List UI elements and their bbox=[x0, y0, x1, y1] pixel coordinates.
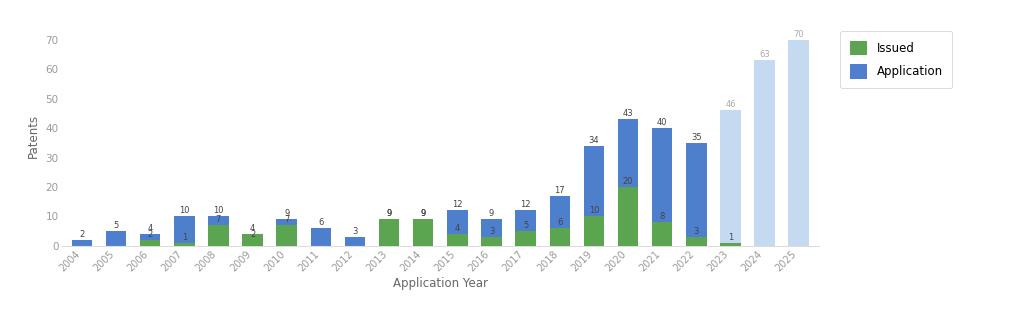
Text: 4: 4 bbox=[250, 224, 255, 233]
Text: 3: 3 bbox=[693, 227, 699, 236]
Bar bbox=[174, 216, 195, 246]
Bar bbox=[481, 219, 502, 246]
Legend: Issued, Application: Issued, Application bbox=[841, 31, 952, 88]
Text: 70: 70 bbox=[794, 30, 804, 39]
Bar bbox=[720, 243, 740, 246]
Bar bbox=[550, 228, 570, 246]
Text: 5: 5 bbox=[523, 221, 528, 230]
Text: 1: 1 bbox=[728, 232, 733, 242]
Bar bbox=[686, 143, 707, 246]
Text: 9: 9 bbox=[386, 209, 392, 218]
Text: 2: 2 bbox=[147, 230, 153, 239]
Bar bbox=[413, 219, 433, 246]
Bar bbox=[208, 225, 228, 246]
X-axis label: Application Year: Application Year bbox=[393, 277, 487, 290]
Bar bbox=[413, 219, 433, 246]
Text: 10: 10 bbox=[179, 206, 189, 215]
Bar bbox=[72, 240, 92, 246]
Bar bbox=[515, 210, 536, 246]
Bar bbox=[686, 237, 707, 246]
Text: 7: 7 bbox=[216, 215, 221, 224]
Text: 9: 9 bbox=[488, 209, 495, 218]
Bar bbox=[755, 60, 775, 246]
Bar bbox=[276, 219, 297, 246]
Bar bbox=[617, 119, 638, 246]
Bar bbox=[788, 40, 809, 246]
Bar bbox=[652, 128, 673, 246]
Text: 43: 43 bbox=[623, 109, 634, 118]
Text: 4: 4 bbox=[455, 224, 460, 233]
Bar bbox=[345, 237, 366, 246]
Bar bbox=[174, 243, 195, 246]
Text: 17: 17 bbox=[554, 186, 565, 195]
Text: 5: 5 bbox=[114, 221, 119, 230]
Text: 8: 8 bbox=[659, 212, 665, 221]
Bar bbox=[481, 237, 502, 246]
Text: 12: 12 bbox=[520, 200, 530, 209]
Text: 35: 35 bbox=[691, 133, 701, 142]
Bar bbox=[105, 231, 126, 246]
Text: 34: 34 bbox=[589, 135, 599, 145]
Bar bbox=[515, 231, 536, 246]
Bar bbox=[720, 111, 740, 246]
Text: 9: 9 bbox=[421, 209, 426, 218]
Text: 4: 4 bbox=[147, 224, 153, 233]
Bar bbox=[243, 234, 263, 246]
Bar bbox=[447, 210, 468, 246]
Bar bbox=[243, 240, 263, 246]
Bar bbox=[208, 216, 228, 246]
Text: 46: 46 bbox=[725, 100, 736, 109]
Text: 7: 7 bbox=[284, 215, 290, 224]
Bar bbox=[379, 219, 399, 246]
Text: 40: 40 bbox=[657, 118, 668, 127]
Bar bbox=[310, 228, 331, 246]
Text: 10: 10 bbox=[213, 206, 223, 215]
Text: 10: 10 bbox=[589, 206, 599, 215]
Text: 9: 9 bbox=[284, 209, 290, 218]
Text: 20: 20 bbox=[623, 177, 633, 186]
Text: 1: 1 bbox=[181, 232, 187, 242]
Text: 63: 63 bbox=[759, 50, 770, 59]
Text: 6: 6 bbox=[318, 218, 324, 227]
Y-axis label: Patents: Patents bbox=[27, 113, 40, 158]
Text: 2: 2 bbox=[250, 230, 255, 239]
Text: 3: 3 bbox=[488, 227, 495, 236]
Bar bbox=[140, 240, 161, 246]
Bar bbox=[584, 146, 604, 246]
Text: 9: 9 bbox=[421, 209, 426, 218]
Text: 2: 2 bbox=[79, 230, 85, 239]
Bar bbox=[617, 187, 638, 246]
Text: 12: 12 bbox=[453, 200, 463, 209]
Bar bbox=[584, 216, 604, 246]
Text: 6: 6 bbox=[557, 218, 562, 227]
Bar bbox=[276, 225, 297, 246]
Bar bbox=[379, 219, 399, 246]
Bar bbox=[447, 234, 468, 246]
Bar bbox=[140, 234, 161, 246]
Text: 9: 9 bbox=[386, 209, 392, 218]
Bar bbox=[652, 222, 673, 246]
Text: 3: 3 bbox=[352, 227, 357, 236]
Bar bbox=[550, 196, 570, 246]
